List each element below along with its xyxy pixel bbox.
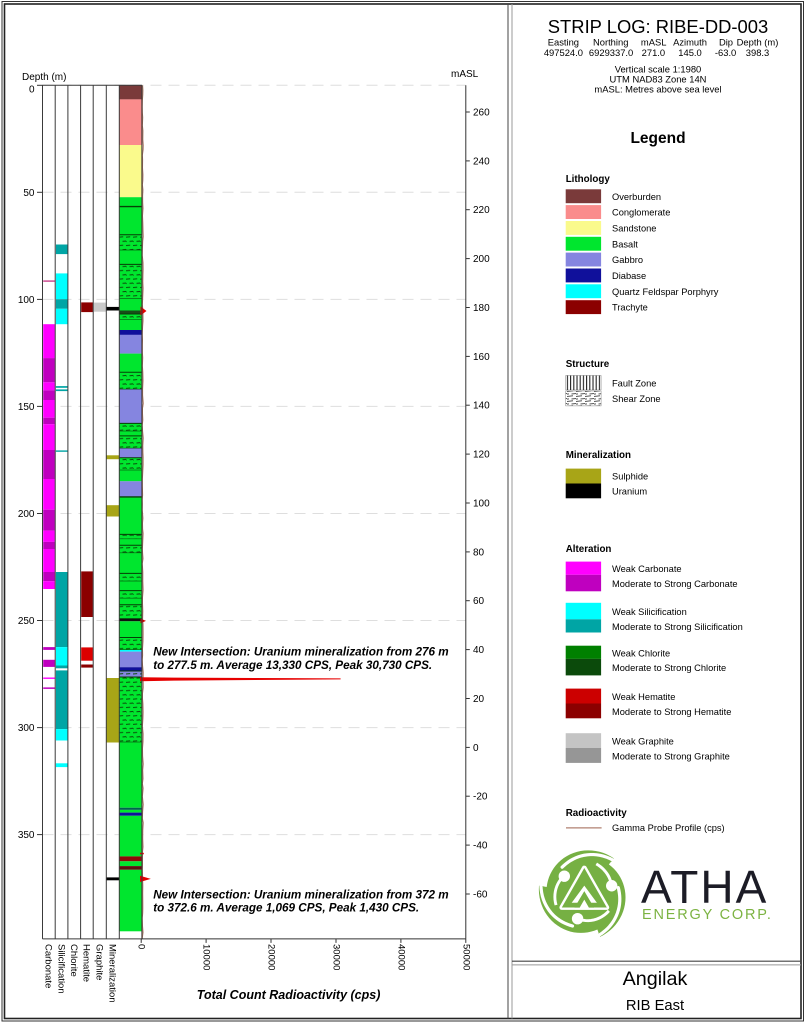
svg-text:-63.0: -63.0 [715,47,736,58]
svg-text:Overburden: Overburden [612,192,661,202]
svg-text:50000: 50000 [460,944,471,970]
svg-text:150: 150 [18,402,35,413]
svg-text:Angilak: Angilak [623,968,688,990]
svg-text:398.3: 398.3 [746,47,769,58]
svg-text:Northing: Northing [593,36,628,47]
svg-text:Structure: Structure [566,359,610,370]
svg-text:Moderate to Strong Hematite: Moderate to Strong Hematite [612,707,731,717]
svg-text:220: 220 [473,205,490,216]
svg-text:300: 300 [18,723,35,734]
svg-text:Silicification: Silicification [55,944,66,994]
svg-text:Radioactivity: Radioactivity [566,808,628,819]
svg-text:Hematite: Hematite [81,944,92,982]
svg-text:to 372.6 m. Average 1,069 CPS,: to 372.6 m. Average 1,069 CPS, Peak 1,43… [153,902,419,915]
svg-text:STRIP LOG: RIBE-DD-003: STRIP LOG: RIBE-DD-003 [548,16,768,37]
svg-text:mASL: mASL [451,69,479,80]
svg-text:0: 0 [29,85,35,96]
svg-text:Lithology: Lithology [566,174,611,185]
svg-text:20000: 20000 [266,944,277,970]
svg-text:Mineralization: Mineralization [566,450,631,461]
svg-text:Moderate to Strong Carbonate: Moderate to Strong Carbonate [612,579,738,589]
svg-text:Moderate to Strong Graphite: Moderate to Strong Graphite [612,752,730,762]
svg-text:Moderate to Strong Silicificat: Moderate to Strong Silicification [612,622,743,632]
svg-text:Weak Chlorite: Weak Chlorite [612,648,670,658]
svg-text:Depth (m): Depth (m) [22,72,66,83]
svg-text:Fault Zone: Fault Zone [612,379,656,389]
svg-text:Uranium: Uranium [612,487,647,497]
svg-text:Conglomerate: Conglomerate [612,208,670,218]
svg-text:Vertical scale 1:1980: Vertical scale 1:1980 [615,64,702,75]
svg-text:Depth (m): Depth (m) [737,36,779,47]
svg-text:260: 260 [473,108,490,119]
svg-text:Trachyte: Trachyte [612,303,648,313]
svg-text:Sulphide: Sulphide [612,472,648,482]
svg-text:Diabase: Diabase [612,271,646,281]
svg-text:10000: 10000 [201,944,212,970]
svg-text:New Intersection: Uranium mine: New Intersection: Uranium mineralization… [153,888,449,901]
svg-text:Weak Graphite: Weak Graphite [612,737,674,747]
svg-text:180: 180 [473,303,490,314]
svg-text:UTM NAD83 Zone 14N: UTM NAD83 Zone 14N [610,73,707,84]
svg-text:100: 100 [473,499,490,510]
svg-text:ENERGY CORP.: ENERGY CORP. [642,907,773,923]
svg-text:497524.0: 497524.0 [544,47,583,58]
svg-text:271.0: 271.0 [642,47,665,58]
svg-text:50: 50 [23,188,35,199]
svg-text:120: 120 [473,450,490,461]
svg-text:Shear Zone: Shear Zone [612,394,661,404]
svg-text:250: 250 [18,616,35,627]
svg-text:6929337.0: 6929337.0 [589,47,633,58]
svg-text:Weak Carbonate: Weak Carbonate [612,564,682,574]
svg-text:0: 0 [473,743,479,754]
svg-text:145.0: 145.0 [678,47,701,58]
svg-text:Azimuth: Azimuth [673,36,707,47]
svg-text:160: 160 [473,352,490,363]
svg-text:Weak Hematite: Weak Hematite [612,692,675,702]
svg-text:Alteration: Alteration [566,544,612,555]
svg-text:Chlorite: Chlorite [68,944,79,977]
svg-text:ATHA: ATHA [641,861,768,913]
svg-text:240: 240 [473,156,490,167]
svg-text:Graphite: Graphite [94,944,105,980]
svg-text:140: 140 [473,401,490,412]
svg-text:Moderate to Strong Chlorite: Moderate to Strong Chlorite [612,663,726,673]
svg-text:-60: -60 [473,890,488,901]
svg-text:60: 60 [473,596,485,607]
svg-text:20: 20 [473,694,485,705]
svg-text:Weak Silicification: Weak Silicification [612,607,687,617]
svg-text:Total Count Radioactivity (cps: Total Count Radioactivity (cps) [197,988,381,1002]
svg-text:200: 200 [473,254,490,265]
svg-text:200: 200 [18,509,35,520]
svg-text:Mineralization: Mineralization [107,944,118,1003]
svg-text:Carbonate: Carbonate [43,944,54,988]
svg-text:Gabbro: Gabbro [612,255,643,265]
svg-text:30000: 30000 [331,944,342,970]
svg-text:mASL: Metres above sea level: mASL: Metres above sea level [594,83,721,94]
svg-text:-40: -40 [473,841,488,852]
svg-text:-20: -20 [473,792,488,803]
svg-text:40: 40 [473,645,485,656]
svg-text:0: 0 [136,944,147,949]
svg-text:Gamma Probe Profile (cps): Gamma Probe Profile (cps) [612,823,725,833]
svg-text:Quartz Feldspar Porphyry: Quartz Feldspar Porphyry [612,287,719,297]
svg-text:80: 80 [473,547,485,558]
svg-text:40000: 40000 [395,944,406,970]
svg-text:Sandstone: Sandstone [612,224,656,234]
svg-text:100: 100 [18,295,35,306]
svg-text:Basalt: Basalt [612,239,638,249]
svg-text:RIB East: RIB East [626,998,684,1014]
svg-text:Easting: Easting [548,36,579,47]
svg-text:New Intersection: Uranium mine: New Intersection: Uranium mineralization… [153,646,449,659]
svg-text:350: 350 [18,830,35,841]
svg-text:to 277.5 m. Average 13,330 CPS: to 277.5 m. Average 13,330 CPS, Peak 30,… [153,659,432,672]
svg-text:Legend: Legend [630,130,685,147]
svg-text:mASL: mASL [641,36,667,47]
svg-text:Dip: Dip [719,36,733,47]
